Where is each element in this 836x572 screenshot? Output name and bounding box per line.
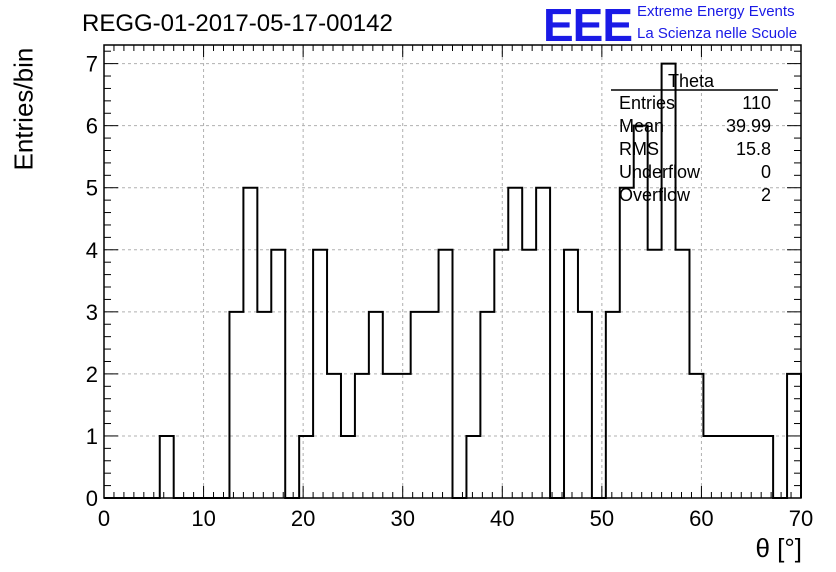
histogram-bin xyxy=(536,188,550,498)
y-tick-label: 6 xyxy=(86,114,98,139)
histogram-outline xyxy=(104,62,802,499)
y-tick-label: 0 xyxy=(86,486,98,511)
histogram-bin xyxy=(731,436,745,498)
histogram-bin xyxy=(411,312,425,498)
histogram-bin xyxy=(759,436,773,498)
histogram-bin xyxy=(299,436,313,498)
histogram-bin xyxy=(620,188,634,498)
logo-line2: La Scienza nelle Scuole xyxy=(637,25,798,42)
histogram-bin xyxy=(648,250,662,498)
x-tick-label: 40 xyxy=(490,506,514,531)
eee-logo: EEE xyxy=(543,0,633,51)
histogram-bin xyxy=(425,312,439,498)
y-tick-label: 7 xyxy=(86,52,98,77)
y-tick-label: 1 xyxy=(86,424,98,449)
histogram-bin xyxy=(578,312,592,498)
x-tick-label: 50 xyxy=(590,506,614,531)
x-tick-label: 30 xyxy=(390,506,414,531)
y-axis-label: Entries/bin xyxy=(8,47,39,171)
histogram-bin xyxy=(257,312,271,498)
histogram-bin xyxy=(745,436,759,498)
logo-line1: Extreme Energy Events xyxy=(637,3,795,20)
y-tick-label: 3 xyxy=(86,300,98,325)
histogram-bin xyxy=(606,312,620,498)
x-axis-label: θ [°] xyxy=(755,533,802,563)
x-tick-label: 0 xyxy=(98,506,110,531)
x-tick-label: 10 xyxy=(191,506,215,531)
histogram-bin xyxy=(508,188,522,498)
histogram-bin xyxy=(341,436,355,498)
histogram-bin xyxy=(369,312,383,498)
histogram-bin xyxy=(160,436,174,498)
histogram-bin xyxy=(703,436,717,498)
histogram-bin xyxy=(243,188,257,498)
y-tick-label: 5 xyxy=(86,176,98,201)
histogram-bin xyxy=(229,312,243,498)
histogram-bin xyxy=(480,312,494,498)
x-tick-label: 60 xyxy=(689,506,713,531)
y-tick-label: 4 xyxy=(86,238,98,263)
chart-title: REGG-01-2017-05-17-00142 xyxy=(82,10,393,37)
x-tick-label: 20 xyxy=(291,506,315,531)
histogram-bin xyxy=(466,436,480,498)
x-tick-label: 70 xyxy=(789,506,813,531)
stats-title: Theta xyxy=(668,71,715,91)
histogram-bin xyxy=(717,436,731,498)
y-tick-label: 2 xyxy=(86,362,98,387)
